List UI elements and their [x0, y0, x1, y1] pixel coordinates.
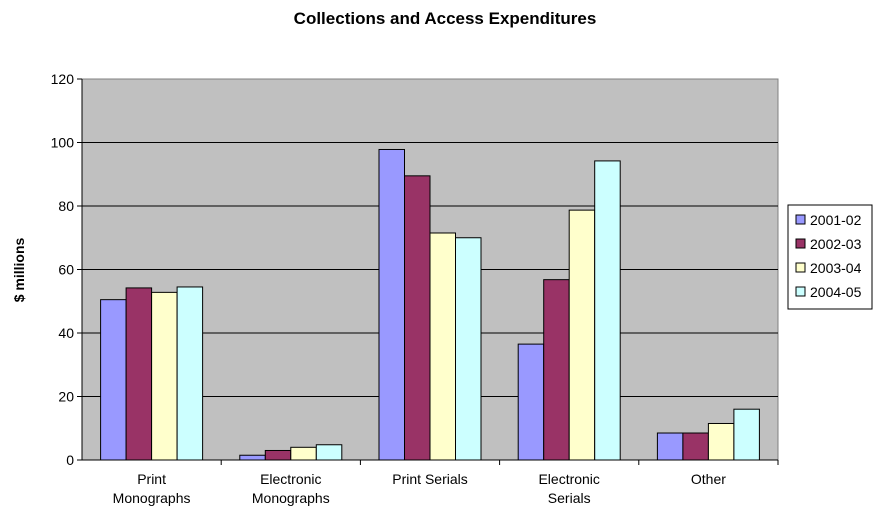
bar-2003-04-0 [151, 291, 178, 461]
bar-2004-05-1 [315, 444, 343, 461]
chart-title: Collections and Access Expenditures [294, 9, 597, 28]
x-tick-labels: Print Monographs Electronic Monographs Print… [113, 471, 727, 506]
legend-label: 2004-05 [810, 284, 862, 300]
x-tick-label: Other [691, 471, 726, 487]
bar-2004-05-4 [733, 408, 760, 461]
bar-2003-04-3 [568, 209, 596, 461]
bar-2004-05-2 [455, 237, 482, 461]
y-tick-label: 100 [51, 135, 75, 151]
y-tick-labels: 0 20 40 60 80 100 120 [51, 71, 75, 468]
bar-2002-03-2 [404, 175, 431, 461]
legend-label: 2001-02 [810, 212, 862, 228]
x-tick-label: Electronic [538, 471, 599, 487]
y-tick-label: 60 [58, 262, 74, 278]
y-axis-label: $ millions [11, 238, 27, 303]
bar-2001-02-2 [378, 148, 405, 461]
y-tick-label: 40 [58, 325, 74, 341]
bar-2003-04-4 [707, 422, 735, 461]
x-tick-label: Print Serials [392, 471, 467, 487]
bar-2002-03-4 [682, 432, 709, 461]
bar-2002-03-0 [125, 287, 153, 461]
legend: 2001-02 2002-03 2003-04 2004-05 [787, 204, 873, 310]
axes [77, 78, 779, 465]
bar-2001-02-3 [517, 343, 545, 461]
bar-2003-04-2 [429, 232, 456, 461]
legend-swatch [795, 214, 806, 225]
x-tick-label: Electronic [260, 471, 321, 487]
bar-2001-02-4 [656, 432, 684, 461]
x-tick-label: Monographs [113, 490, 191, 506]
bar-2004-05-3 [594, 160, 621, 461]
bar-2004-05-0 [176, 286, 204, 461]
bar-2003-04-1 [290, 446, 317, 461]
legend-swatch [795, 238, 806, 249]
legend-swatch [795, 262, 806, 273]
bar-2002-03-3 [543, 279, 570, 461]
x-tick-label: Monographs [252, 490, 330, 506]
bar-2001-02-0 [100, 299, 127, 461]
y-tick-label: 120 [51, 71, 75, 87]
bars [100, 148, 760, 461]
x-tick-label: Serials [548, 490, 591, 506]
bar-2002-03-1 [264, 449, 292, 461]
bar-2001-02-1 [239, 454, 266, 461]
legend-label: 2003-04 [810, 260, 862, 276]
legend-swatch [795, 286, 806, 297]
x-tick-label: Print [137, 471, 166, 487]
y-tick-label: 0 [66, 452, 74, 468]
legend-label: 2002-03 [810, 236, 862, 252]
y-tick-label: 20 [58, 389, 74, 405]
y-tick-label: 80 [58, 198, 74, 214]
